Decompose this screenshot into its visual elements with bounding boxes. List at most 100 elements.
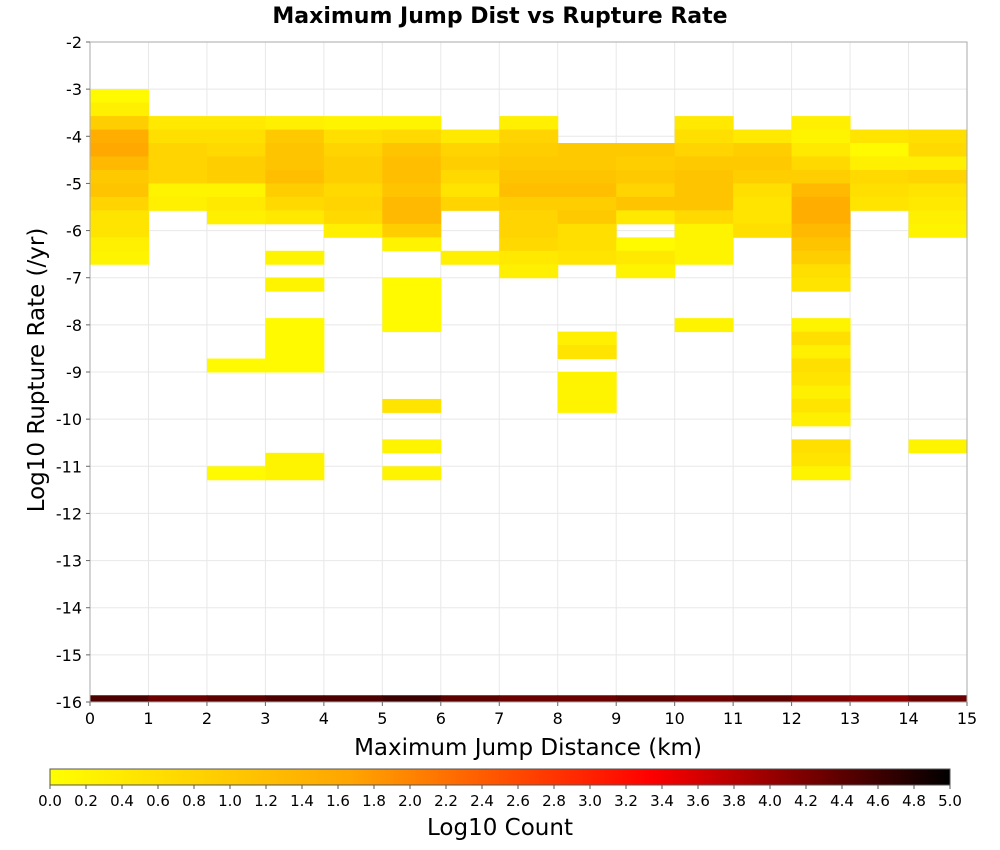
- heatmap-cell: [148, 183, 208, 198]
- colorbar-tick-label: 4.4: [830, 792, 854, 810]
- heatmap-cell: [791, 183, 851, 198]
- heatmap-cell: [733, 143, 793, 157]
- heatmap-cell: [674, 183, 734, 198]
- heatmap-cell: [323, 169, 383, 184]
- heatmap-cell: [148, 116, 208, 131]
- colorbar-tick-label: 4.2: [794, 792, 818, 810]
- heatmap-cell: [791, 695, 851, 702]
- x-axis-label: Maximum Jump Distance (km): [354, 735, 702, 761]
- heatmap-cell: [557, 143, 617, 157]
- heatmap-cell: [616, 237, 676, 252]
- heatmap-cell: [791, 210, 851, 225]
- heatmap-cell: [733, 156, 793, 171]
- heatmap-cell: [382, 210, 442, 225]
- colorbar-tick-label: 2.6: [506, 792, 530, 810]
- y-tick-label: -9: [66, 363, 82, 382]
- heatmap-cell: [791, 372, 851, 386]
- heatmap-cell: [791, 345, 851, 360]
- heatmap-cell: [206, 143, 266, 157]
- heatmap-cell: [791, 439, 851, 454]
- heatmap-cell: [499, 156, 559, 171]
- heatmap-cell: [90, 250, 149, 265]
- heatmap-cell: [440, 250, 500, 265]
- heatmap-cell: [440, 169, 500, 184]
- colorbar-tick-label: 2.0: [398, 792, 422, 810]
- heatmap-cell: [908, 439, 968, 454]
- heatmap-cell: [265, 143, 325, 157]
- heatmap-cell: [850, 695, 910, 702]
- heatmap-cell: [791, 116, 851, 131]
- x-tick-label: 6: [436, 709, 446, 728]
- heatmap-cell: [791, 129, 851, 144]
- heatmap-cell: [382, 277, 442, 292]
- heatmap-cell: [323, 129, 383, 144]
- heatmap-cell: [557, 196, 617, 211]
- heatmap-cell: [90, 116, 149, 131]
- heatmap-cell: [791, 237, 851, 252]
- heatmap-cell: [908, 210, 968, 225]
- heatmap-cell: [908, 129, 968, 144]
- heatmap-cell: [90, 129, 149, 144]
- heatmap-cell: [557, 237, 617, 252]
- heatmap-cell: [440, 143, 500, 157]
- x-tick-label: 3: [260, 709, 270, 728]
- colorbar-tick-label: 0.0: [38, 792, 62, 810]
- colorbar-tick-label: 4.6: [866, 792, 890, 810]
- heatmap-cell: [90, 156, 149, 171]
- heatmap-cell: [791, 398, 851, 413]
- heatmap-cell: [791, 318, 851, 333]
- heatmap-cell: [382, 695, 442, 702]
- heatmap-cell: [791, 358, 851, 373]
- heatmap-cell: [499, 183, 559, 198]
- y-tick-label: -4: [66, 127, 82, 146]
- heatmap-cell: [499, 196, 559, 211]
- heatmap-cell: [791, 385, 851, 400]
- heatmap-cell: [90, 210, 149, 225]
- x-axis-ticks: 0 1 2 3 4 5 6 7 8 9 10 11 12 13 14 15: [85, 702, 977, 728]
- heatmap-cell: [908, 223, 968, 238]
- heatmap-cell: [616, 210, 676, 225]
- x-tick-label: 13: [840, 709, 860, 728]
- heatmap-cell: [265, 250, 325, 265]
- colorbar-tick-label: 0.8: [182, 792, 206, 810]
- heatmap-cell: [499, 264, 559, 279]
- colorbar: [49, 768, 951, 786]
- heatmap-cell: [850, 196, 910, 211]
- colorbar-tick-label: 1.0: [218, 792, 242, 810]
- colorbar-tick-label: 1.8: [362, 792, 386, 810]
- heatmap-cell: [206, 129, 266, 144]
- heatmap-cell: [499, 223, 559, 238]
- heatmap-cell: [148, 129, 208, 144]
- heatmap-cell: [265, 169, 325, 184]
- heatmap-cell: [616, 264, 676, 279]
- heatmap-cell: [382, 466, 442, 481]
- heatmap-cell: [206, 466, 266, 481]
- heatmap-cell: [674, 156, 734, 171]
- heatmap-cell: [616, 156, 676, 171]
- heatmap-cell: [733, 169, 793, 184]
- x-tick-label: 4: [319, 709, 329, 728]
- x-tick-label: 1: [143, 709, 153, 728]
- heatmap-cell: [382, 169, 442, 184]
- y-tick-label: -3: [66, 80, 82, 99]
- heatmap-cell: [557, 156, 617, 171]
- y-tick-label: -12: [56, 504, 82, 523]
- heatmap-cell: [674, 318, 734, 333]
- heatmap-cell: [148, 196, 208, 211]
- heatmap-cells: [90, 89, 968, 702]
- x-tick-label: 11: [723, 709, 743, 728]
- heatmap-cell: [791, 466, 851, 481]
- heatmap-cell: [148, 169, 208, 184]
- heatmap-cell: [616, 196, 676, 211]
- colorbar-tick-label: 2.4: [470, 792, 494, 810]
- colorbar-ticks: 0.0 0.2 0.4 0.6 0.8 1.0 1.2 1.4 1.6 1.8 2.0 2.2 2.4 2…: [38, 785, 962, 810]
- heatmap-cell: [90, 102, 149, 117]
- heatmap-cell: [148, 143, 208, 157]
- heatmap-cell: [90, 89, 149, 104]
- heatmap-cell: [733, 129, 793, 144]
- heatmap-cell: [733, 223, 793, 238]
- heatmap-cell: [791, 277, 851, 292]
- heatmap-cell: [733, 210, 793, 225]
- heatmap-cell: [616, 695, 676, 702]
- heatmap-cell: [206, 169, 266, 184]
